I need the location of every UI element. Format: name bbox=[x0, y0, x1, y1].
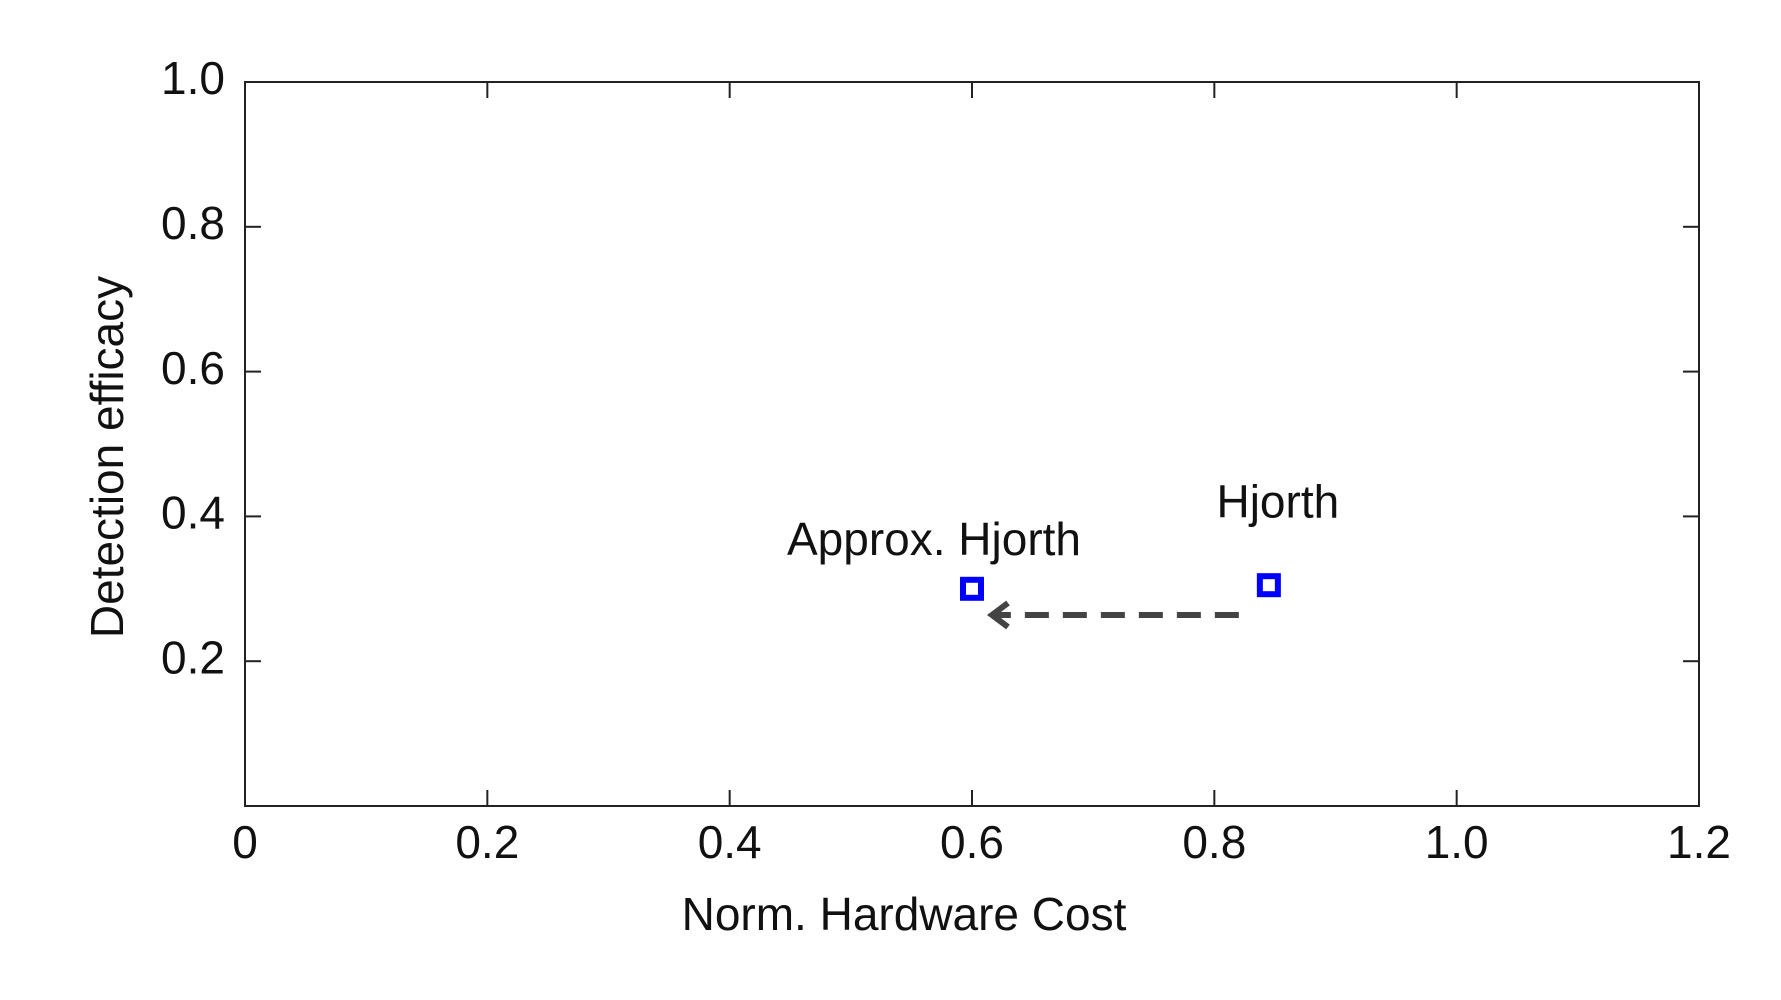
point-label: Hjorth bbox=[1216, 475, 1339, 527]
y-tick-label: 0.6 bbox=[161, 342, 225, 394]
y-tick-label: 0.4 bbox=[161, 487, 225, 539]
x-tick-label: 0.4 bbox=[698, 816, 762, 868]
x-tick-label: 0.2 bbox=[455, 816, 519, 868]
arrow-head bbox=[987, 600, 1010, 630]
point-label: Approx. Hjorth bbox=[787, 513, 1081, 565]
x-tick-label: 0 bbox=[232, 816, 258, 868]
x-tick-label: 1.2 bbox=[1667, 816, 1731, 868]
y-tick-label: 0.8 bbox=[161, 197, 225, 249]
plot-frame bbox=[244, 81, 1700, 807]
y-tick-label: 0.2 bbox=[161, 631, 225, 683]
y-axis-label: Detection efficacy bbox=[81, 276, 133, 638]
point bbox=[1256, 573, 1281, 598]
x-tick-label: 0.6 bbox=[940, 816, 1004, 868]
y-tick-label: 1.0 bbox=[161, 52, 225, 104]
point bbox=[960, 576, 984, 601]
x-tick-label: 0.8 bbox=[1182, 816, 1246, 868]
x-tick-label: 1.0 bbox=[1425, 816, 1489, 868]
x-axis-label: Norm. Hardware Cost bbox=[682, 888, 1127, 940]
